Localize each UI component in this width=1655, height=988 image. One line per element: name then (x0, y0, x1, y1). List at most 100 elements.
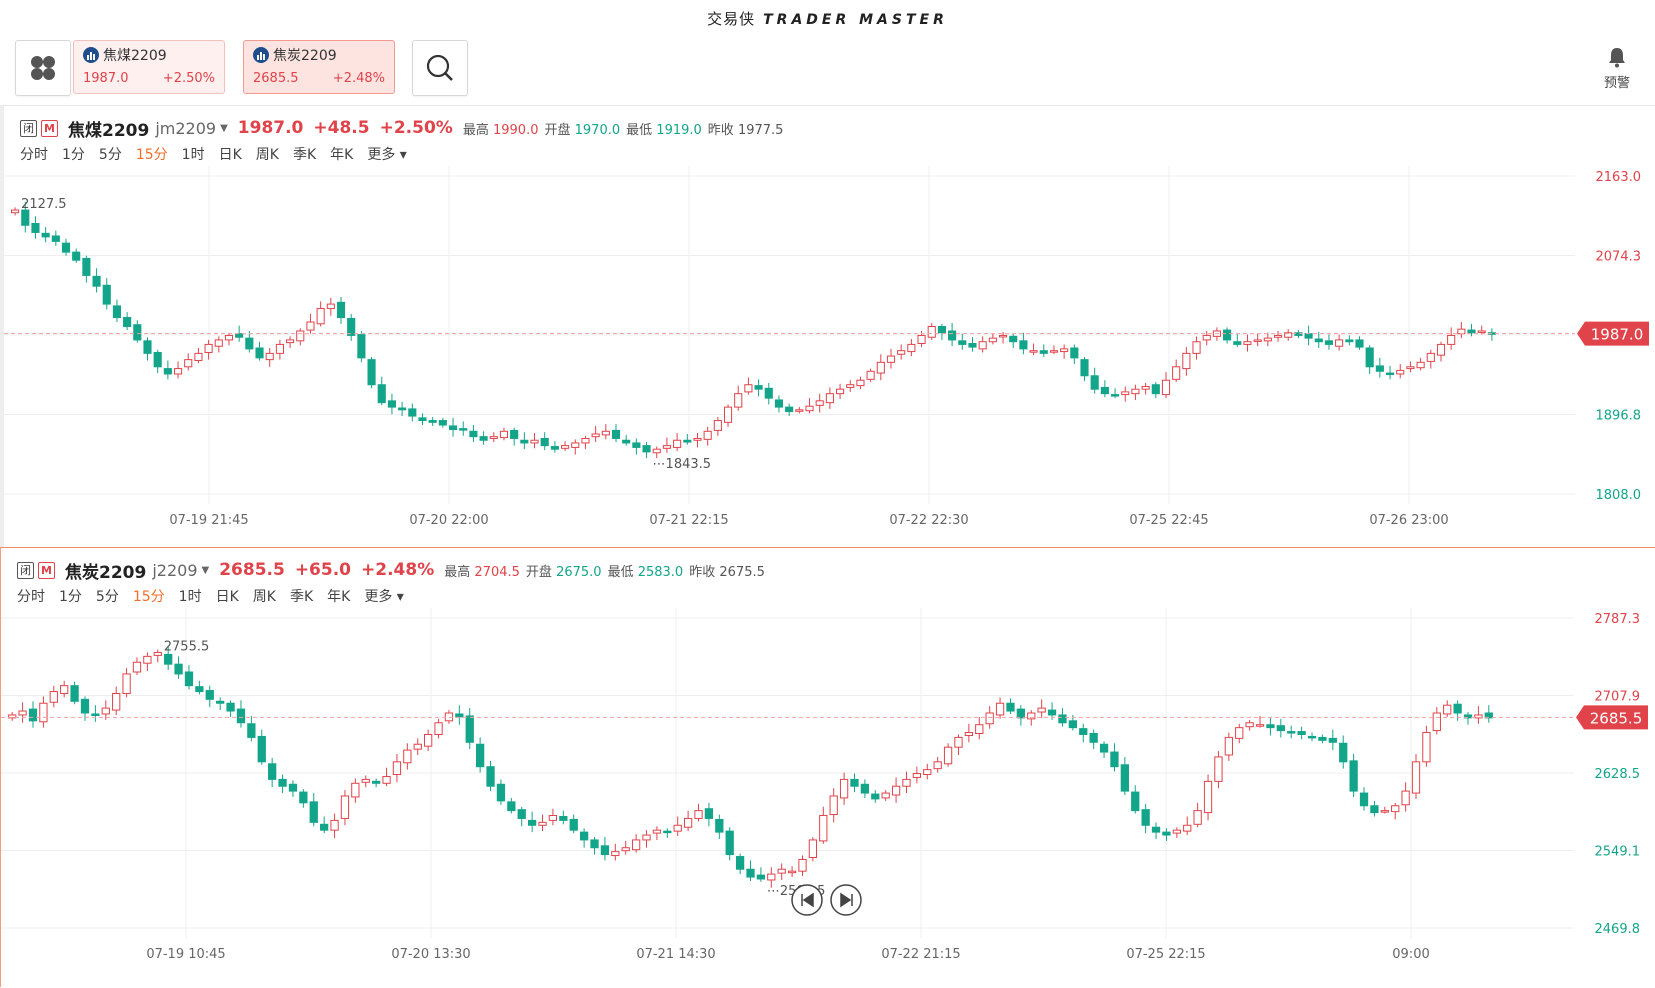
caret-down-icon[interactable]: ▼ (201, 564, 210, 576)
candle (1284, 332, 1293, 338)
chart-panel-jm2209: 闭 M 焦煤2209 jm2209 ▼ 1987.0 +48.5 +2.50% … (0, 105, 1655, 547)
candle (886, 355, 896, 363)
period-tab[interactable]: 1时 (181, 147, 205, 163)
y-tick-label: 2549.1 (1595, 845, 1641, 860)
candle (937, 325, 946, 334)
period-tab[interactable]: 年K (330, 147, 354, 163)
candle (876, 361, 885, 374)
candle (774, 399, 784, 408)
candle (527, 819, 537, 826)
period-tab[interactable]: 更多 ▾ (367, 147, 407, 163)
candle (320, 823, 329, 831)
candle (469, 430, 478, 438)
x-tick-label: 07-21 14:30 (636, 947, 715, 962)
candle (881, 792, 890, 799)
period-tab[interactable]: 更多 ▾ (364, 589, 404, 605)
last-price-tag-label: 1987.0 (1591, 326, 1644, 344)
period-tab[interactable]: 日K (218, 147, 242, 163)
next-frame-button[interactable] (830, 884, 862, 916)
candle (361, 778, 370, 783)
candle (785, 406, 794, 413)
candle (236, 708, 246, 724)
candlestick-chart[interactable]: 2787.3 2707.9 2628.5 2549.1 2469.8 07-19 10:4… (1, 608, 1654, 988)
period-tab[interactable]: 1分 (62, 147, 85, 163)
title-bar: 交易侠 TRADER MASTER (0, 0, 1655, 32)
candle (642, 445, 651, 453)
period-tab[interactable]: 分时 (20, 147, 48, 163)
candle (448, 425, 458, 431)
period-tab[interactable]: 年K (327, 589, 351, 605)
period-tabs: 分时 1分 5分 15分 1时 日K 周K 季K 年K 更多 ▾ (20, 144, 421, 164)
stat-prev-close: 昨收 1977.5 (707, 122, 784, 138)
candle (715, 818, 724, 833)
period-tab[interactable]: 分时 (17, 589, 45, 605)
candle (764, 387, 773, 399)
candle (683, 817, 693, 828)
candle (510, 429, 519, 439)
candle (101, 707, 110, 715)
search-button[interactable] (412, 40, 468, 96)
period-tab[interactable]: 5分 (98, 147, 122, 163)
menu-button[interactable] (15, 40, 71, 96)
stat-prev-close: 昨收 2675.5 (689, 564, 765, 580)
period-tab[interactable]: 15分 (132, 589, 165, 605)
app-name-cn: 交易侠 (707, 10, 756, 28)
last-price: 2685.5 (219, 560, 285, 580)
symbol-card-pct: +2.50% (162, 71, 215, 86)
candlestick-chart[interactable]: 2163.0 2074.3 1987.0 1896.8 1808.0 07-19 21:4… (4, 166, 1655, 548)
candle (60, 685, 69, 694)
candle (995, 702, 1005, 716)
candle (1172, 829, 1181, 834)
x-tick-label: 07-25 22:45 (1129, 513, 1208, 528)
caret-down-icon[interactable]: ▼ (220, 122, 228, 134)
x-tick-label: 09:00 (1392, 947, 1429, 962)
period-tab[interactable]: 季K (289, 589, 314, 605)
symbol-card-j2209[interactable]: 焦炭2209 2685.5 +2.48% (243, 40, 395, 94)
candle (434, 722, 443, 735)
period-tab[interactable]: 周K (252, 589, 276, 605)
x-tick-label: 07-25 22:15 (1126, 947, 1205, 962)
y-tick-label: 2787.3 (1595, 612, 1641, 627)
stat-low: 最低 2583.0 (607, 564, 684, 580)
candle (943, 746, 953, 765)
alert-label: 预警 (1603, 76, 1630, 91)
candle (907, 343, 916, 353)
candle (571, 442, 580, 448)
main-contract-badge: M (38, 561, 55, 579)
candle (520, 439, 529, 444)
candle (18, 710, 27, 716)
contract-code-select[interactable]: j2209 (152, 560, 198, 580)
symbol-card-jm2209[interactable]: 焦煤2209 1987.0 +2.50% (73, 40, 225, 94)
candle (683, 439, 692, 443)
candle (1328, 737, 1337, 743)
candle (31, 222, 40, 233)
candle (204, 343, 213, 353)
candle (1339, 742, 1348, 763)
candle (1411, 761, 1421, 794)
contract-code-select[interactable]: jm2209 (155, 118, 217, 138)
candle (1266, 724, 1275, 729)
candle (1019, 340, 1028, 350)
period-tab[interactable]: 季K (292, 147, 317, 163)
candle (1416, 361, 1425, 369)
candle (538, 821, 547, 826)
period-tab[interactable]: 1分 (59, 589, 82, 605)
candle (1245, 722, 1254, 728)
candle (1235, 727, 1244, 739)
contract-name: 焦煤2209 (68, 120, 150, 141)
candle (829, 795, 838, 816)
period-tab[interactable]: 1时 (178, 589, 202, 605)
y-tick-label: 2163.0 (1596, 170, 1642, 185)
candle (357, 334, 366, 359)
candle (1029, 350, 1038, 353)
candle (195, 686, 204, 693)
alert-button[interactable]: 预警 (1597, 46, 1637, 91)
candle (988, 337, 997, 343)
period-tab[interactable]: 日K (215, 589, 239, 605)
period-tab[interactable]: 周K (255, 147, 279, 163)
prev-frame-button[interactable] (791, 884, 823, 916)
candle (1016, 708, 1026, 719)
candle (1193, 810, 1202, 825)
period-tab[interactable]: 5分 (95, 589, 119, 605)
period-tab[interactable]: 15分 (135, 147, 168, 163)
